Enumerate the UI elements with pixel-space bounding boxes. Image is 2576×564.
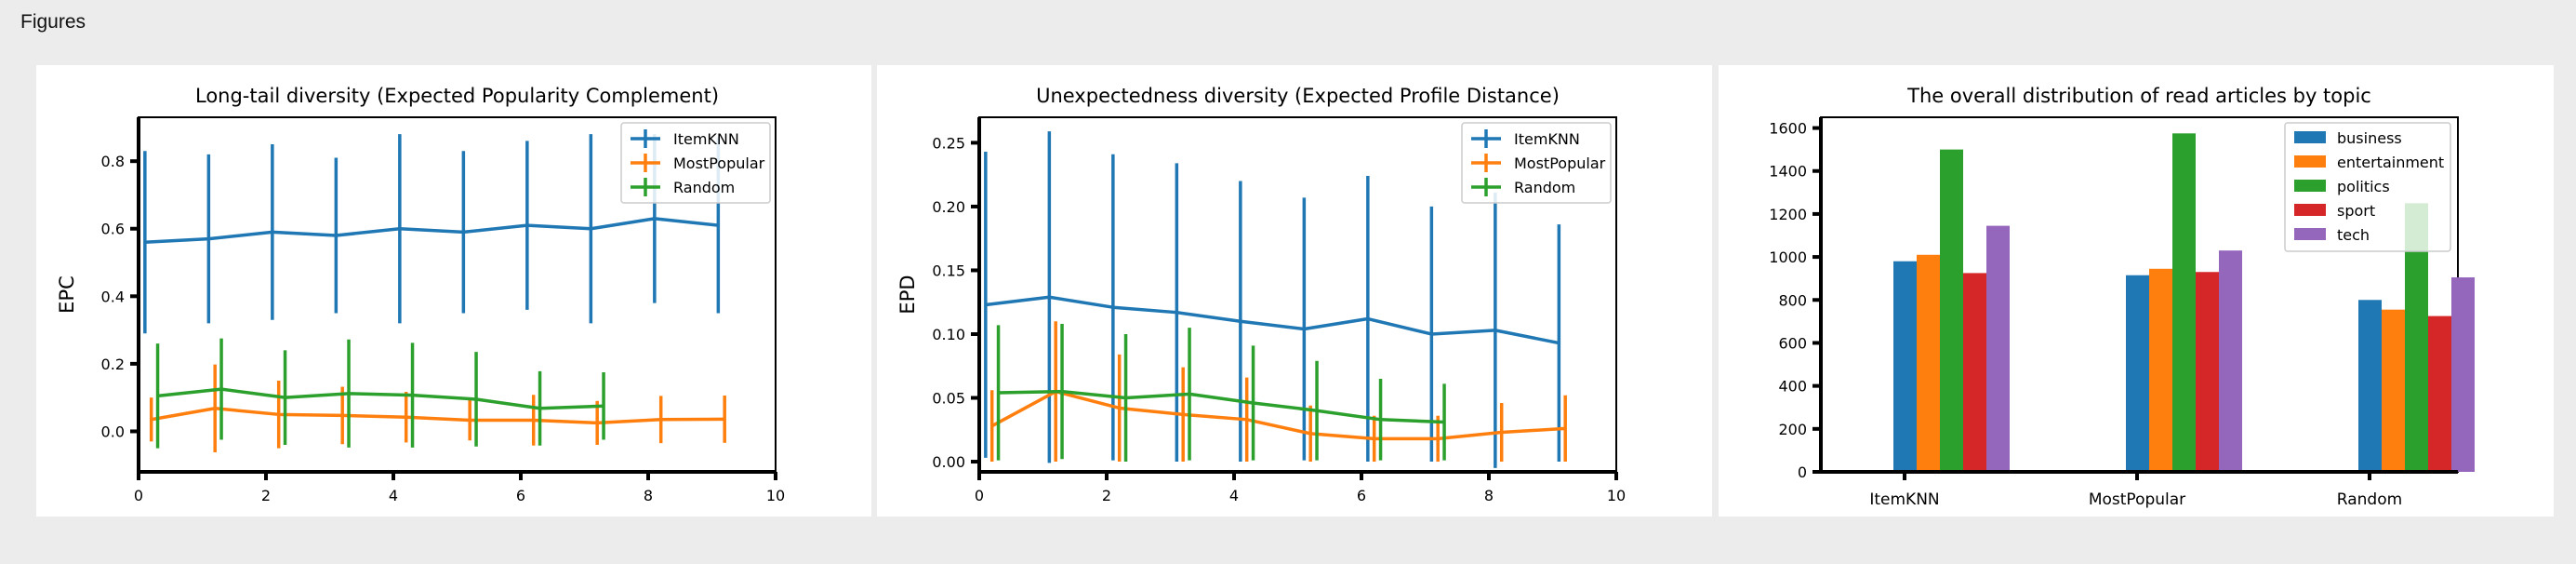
bar: [2196, 272, 2219, 472]
legend-label: Random: [1514, 179, 1575, 196]
chart-title: Long-tail diversity (Expected Popularity…: [195, 85, 719, 107]
bar: [2149, 268, 2172, 472]
y-tick-label: 0.4: [101, 288, 125, 305]
chart-panel-epd: Unexpectedness diversity (Expected Profi…: [877, 65, 1712, 517]
series-line: [998, 389, 1445, 424]
x-tick-label: 8: [1484, 487, 1494, 504]
legend-box: [2284, 122, 2451, 252]
page-title: Figures: [20, 11, 86, 33]
legend-swatch: [2294, 204, 2326, 216]
y-tick-label: 1400: [1769, 163, 1807, 181]
y-tick-label: 200: [1778, 421, 1807, 438]
legend-label: ItemKNN: [1514, 130, 1580, 148]
y-tick-label: 0.00: [932, 453, 965, 471]
chart-panel-epc: Long-tail diversity (Expected Popularity…: [36, 65, 871, 517]
chart-title: Unexpectedness diversity (Expected Profi…: [1036, 85, 1560, 107]
legend-label: Random: [673, 179, 735, 196]
legend-swatch: [2294, 180, 2326, 192]
y-axis-label: EPD: [896, 275, 919, 314]
y-tick-label: 1000: [1769, 248, 1807, 266]
y-tick-label: 400: [1778, 378, 1807, 396]
y-tick-label: 0.6: [101, 221, 125, 238]
series-line: [151, 407, 725, 425]
y-tick-label: 0.2: [101, 356, 125, 373]
y-tick-label: 0.0: [101, 423, 125, 440]
x-tick-label: 0: [134, 487, 143, 504]
legend-label: ItemKNN: [673, 130, 739, 148]
legend-box: [620, 122, 771, 204]
x-tick-label: 2: [261, 487, 271, 504]
x-tick-label: 6: [516, 487, 525, 504]
bar: [2451, 277, 2475, 472]
y-tick-label: 1200: [1769, 206, 1807, 223]
y-tick-label: 0.20: [932, 198, 965, 216]
bar: [2382, 309, 2405, 472]
y-tick-label: 0.15: [932, 262, 965, 279]
bar: [2172, 133, 2196, 472]
epc-errorbar-chart: Long-tail diversity (Expected Popularity…: [56, 85, 785, 504]
legend-label: tech: [2337, 226, 2370, 244]
x-tick-label: ItemKNN: [1869, 490, 1939, 509]
x-tick-label: 6: [1357, 487, 1366, 504]
bar: [1917, 254, 1940, 472]
legend-label: business: [2337, 129, 2402, 147]
bar: [2428, 316, 2451, 472]
x-tick-label: Random: [2337, 490, 2402, 509]
legend-swatch: [2294, 131, 2326, 143]
x-tick-label: 0: [975, 487, 984, 504]
y-tick-label: 0.8: [101, 153, 125, 170]
legend-swatch: [2294, 155, 2326, 168]
y-axis-label: EPC: [56, 275, 78, 314]
epd-errorbar-chart: Unexpectedness diversity (Expected Profi…: [896, 85, 1626, 504]
legend-label: MostPopular: [1514, 154, 1606, 172]
legend-label: entertainment: [2337, 154, 2444, 171]
series-line: [157, 387, 604, 410]
x-tick-label: 4: [389, 487, 398, 504]
y-tick-label: 0.05: [932, 390, 965, 408]
x-tick-label: 2: [1102, 487, 1111, 504]
y-tick-label: 0: [1798, 463, 1807, 481]
bar: [1940, 149, 1963, 472]
topic-distribution-bar-chart: The overall distribution of read article…: [1769, 85, 2475, 509]
series-line: [144, 217, 719, 245]
x-tick-label: 8: [644, 487, 653, 504]
bar: [2219, 250, 2242, 472]
legend-swatch: [2294, 228, 2326, 240]
y-tick-label: 800: [1778, 291, 1807, 309]
x-tick-label: 10: [1607, 487, 1626, 504]
y-tick-label: 0.25: [932, 134, 965, 152]
x-tick-label: 4: [1229, 487, 1239, 504]
x-tick-label: 10: [766, 487, 785, 504]
y-tick-label: 600: [1778, 334, 1807, 352]
y-tick-label: 1600: [1769, 120, 1807, 138]
series-line: [985, 295, 1560, 345]
bar: [2358, 300, 2382, 472]
legend-box: [1461, 122, 1612, 204]
x-tick-label: MostPopular: [2089, 490, 2185, 509]
legend-label: politics: [2337, 178, 2390, 195]
legend-label: sport: [2337, 202, 2375, 220]
chart-title: The overall distribution of read article…: [1906, 85, 2371, 107]
legend-label: MostPopular: [673, 154, 765, 172]
bar: [2126, 275, 2149, 472]
series-line: [990, 389, 1566, 441]
bar: [1963, 273, 1986, 472]
bar: [1986, 225, 2010, 473]
y-tick-label: 0.10: [932, 326, 965, 343]
bar: [1893, 261, 1917, 472]
chart-panel-topics: The overall distribution of read article…: [1719, 65, 2554, 517]
